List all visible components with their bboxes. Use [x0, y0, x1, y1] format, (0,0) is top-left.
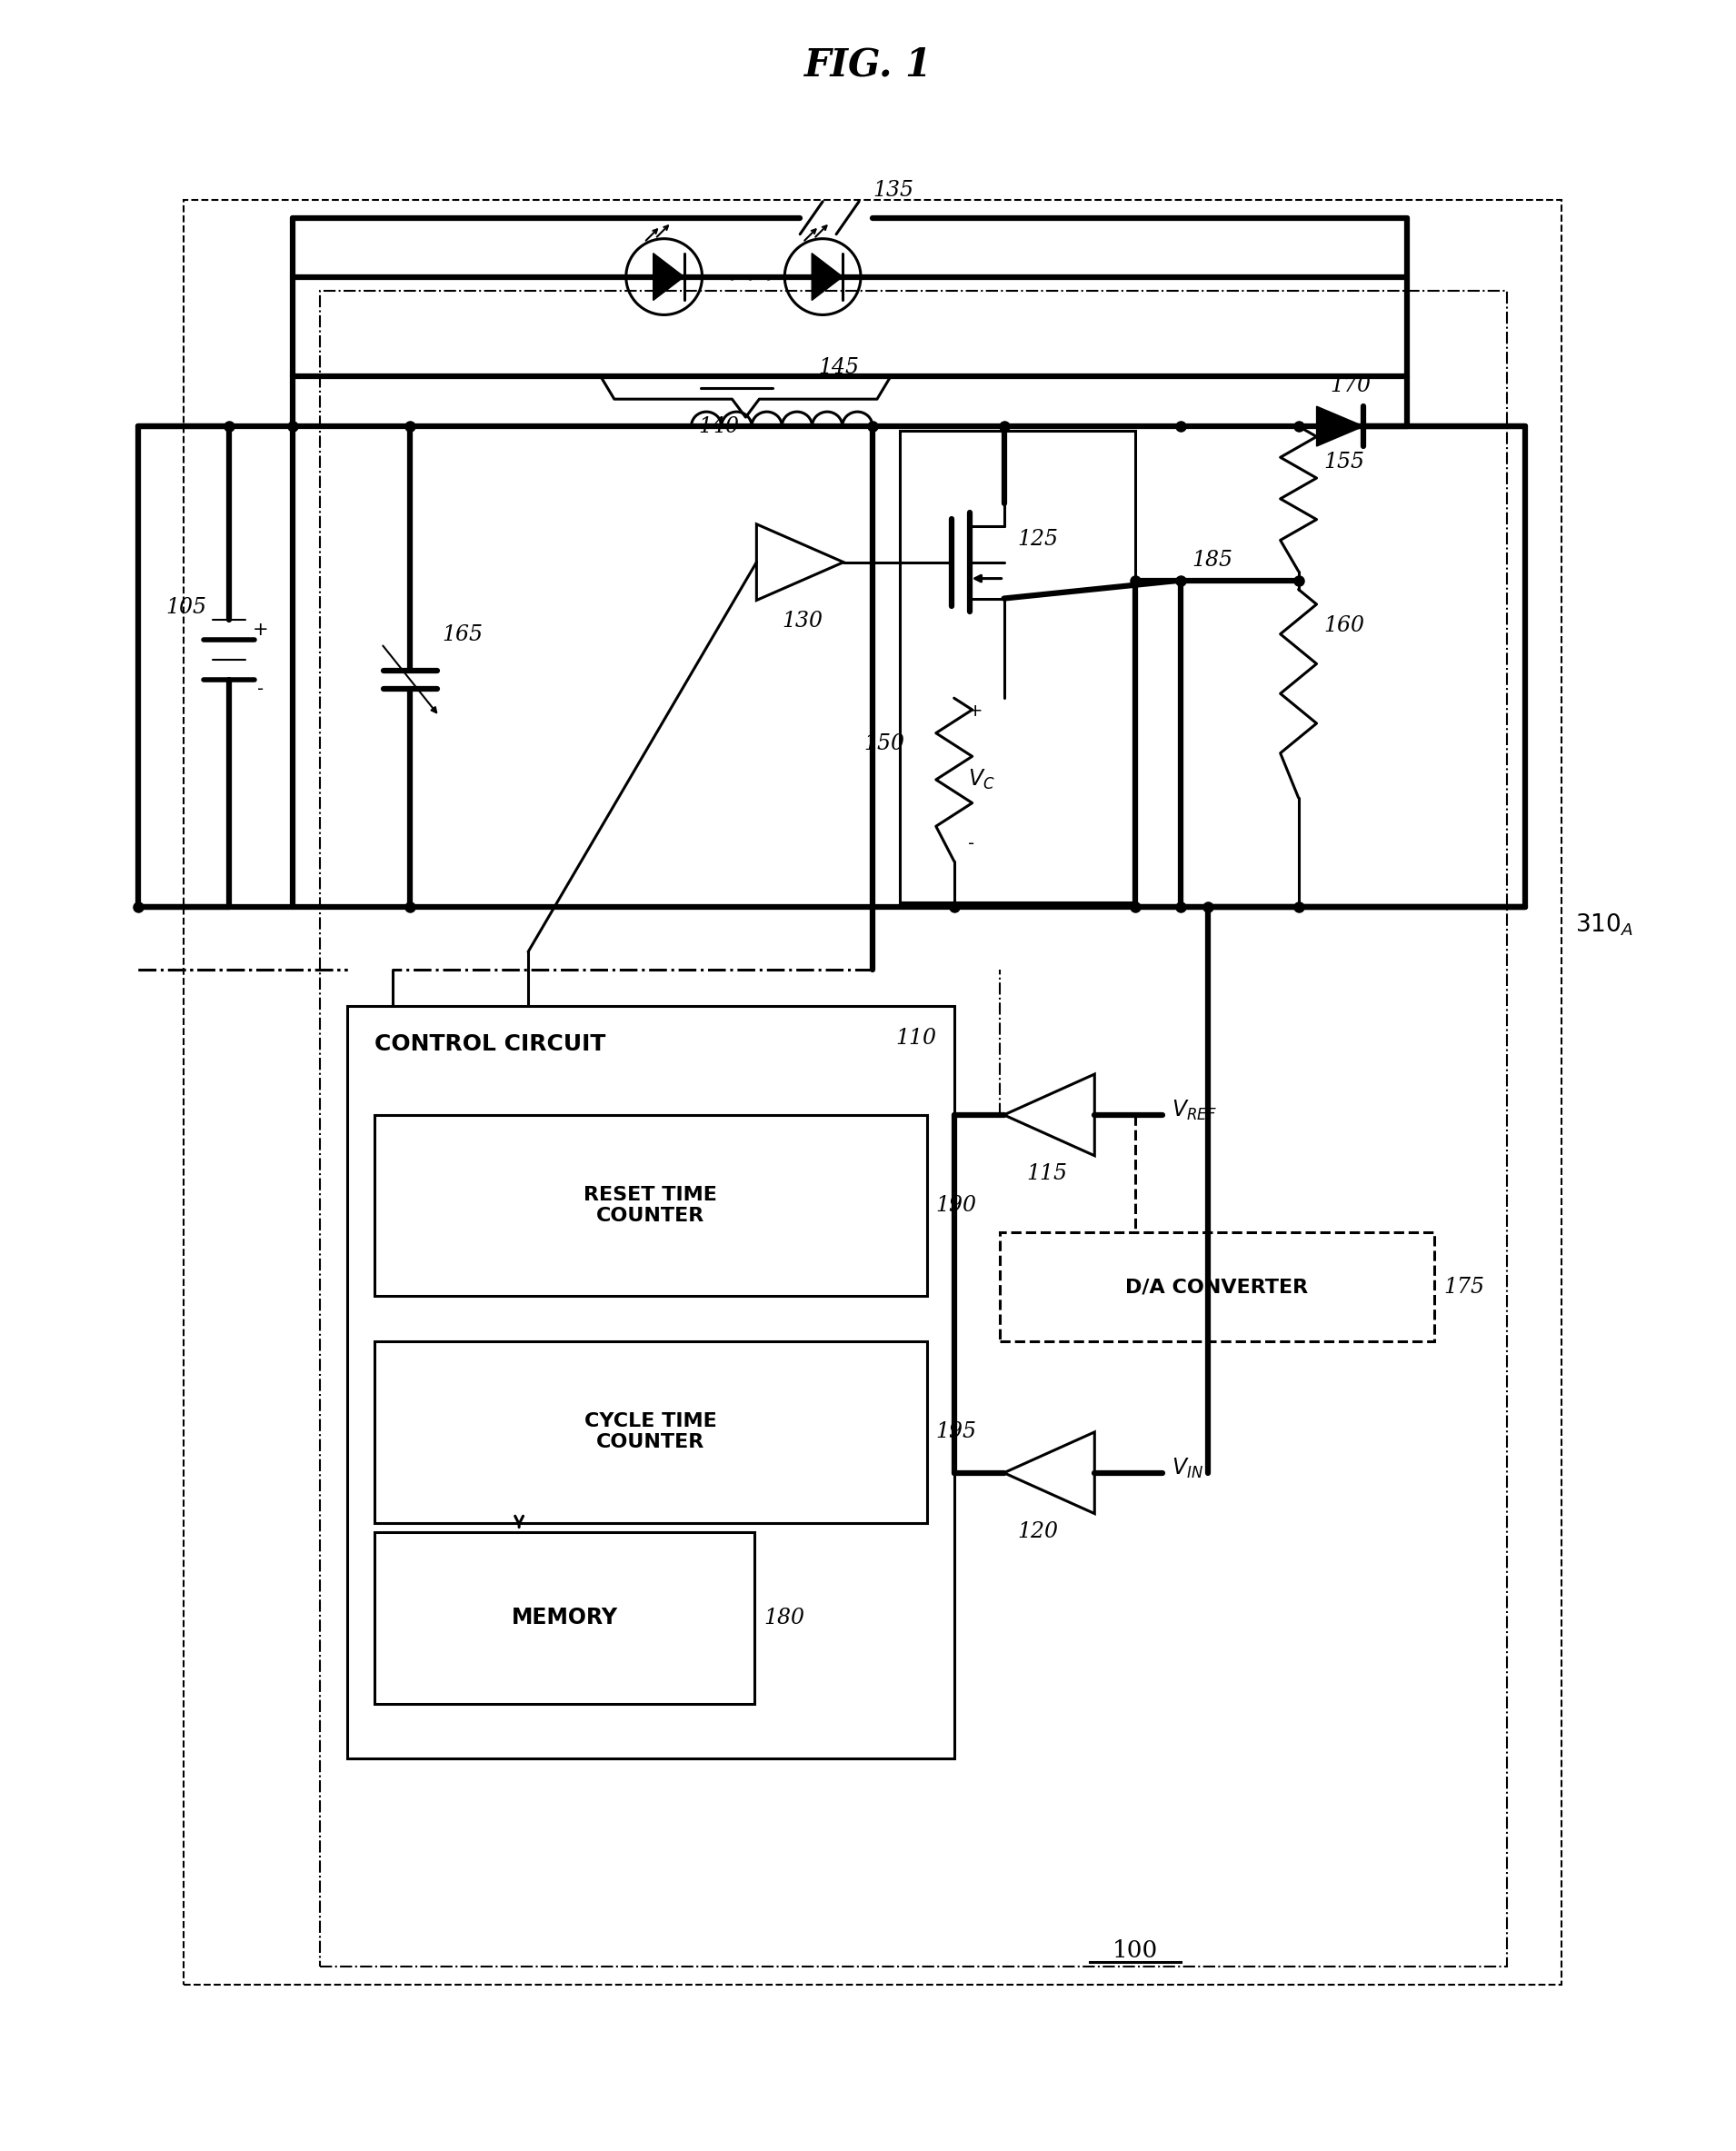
Text: -: -: [257, 680, 264, 697]
Text: +: +: [253, 622, 269, 639]
Bar: [347, 1007, 955, 1757]
Bar: [373, 1342, 927, 1523]
Polygon shape: [1316, 407, 1364, 445]
Text: $\mathit{V}_{REF}$: $\mathit{V}_{REF}$: [1172, 1099, 1217, 1123]
Bar: [1000, 1233, 1434, 1342]
Text: FIG. 1: FIG. 1: [804, 45, 932, 84]
Text: 190: 190: [936, 1196, 977, 1215]
Text: 110: 110: [896, 1028, 936, 1048]
Text: 170: 170: [1330, 374, 1371, 396]
Text: D/A CONVERTER: D/A CONVERTER: [1125, 1278, 1309, 1297]
Text: 160: 160: [1325, 615, 1364, 637]
Text: 165: 165: [443, 624, 483, 645]
Text: RESET TIME
COUNTER: RESET TIME COUNTER: [583, 1185, 717, 1226]
Text: $\mathit{V}_{IN}$: $\mathit{V}_{IN}$: [1172, 1456, 1203, 1480]
Text: CYCLE TIME
COUNTER: CYCLE TIME COUNTER: [585, 1413, 717, 1452]
Text: 100: 100: [1113, 1940, 1158, 1962]
Text: -: -: [967, 835, 974, 852]
Bar: [899, 430, 1135, 901]
Text: 130: 130: [781, 611, 823, 632]
Text: 150: 150: [863, 733, 904, 753]
Text: 175: 175: [1443, 1278, 1484, 1297]
Text: 145: 145: [818, 357, 859, 379]
Text: $\mathit{310}_{A}$: $\mathit{310}_{A}$: [1575, 912, 1634, 938]
Text: 155: 155: [1325, 452, 1364, 473]
Text: 115: 115: [1026, 1164, 1068, 1185]
Text: 105: 105: [165, 598, 207, 617]
Bar: [373, 1532, 755, 1704]
Text: 140: 140: [698, 415, 740, 437]
Polygon shape: [653, 254, 684, 301]
Polygon shape: [812, 254, 842, 301]
Text: 185: 185: [1191, 551, 1233, 570]
Text: 120: 120: [1017, 1521, 1059, 1542]
Text: 180: 180: [764, 1607, 806, 1628]
Text: MEMORY: MEMORY: [510, 1607, 618, 1628]
Bar: [373, 1114, 927, 1297]
Text: 195: 195: [936, 1422, 977, 1443]
Text: CONTROL CIRCUIT: CONTROL CIRCUIT: [373, 1032, 606, 1056]
Text: +: +: [967, 703, 983, 721]
Text: $\mathit{V}_C$: $\mathit{V}_C$: [967, 768, 995, 792]
Text: 135: 135: [873, 181, 913, 202]
Text: 125: 125: [1017, 529, 1059, 551]
